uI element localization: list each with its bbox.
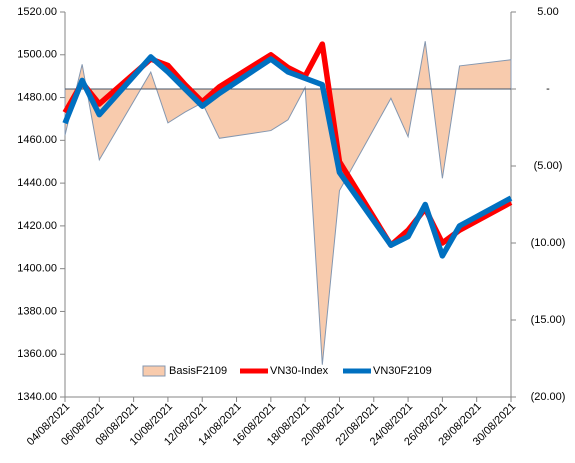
y2-tick-label: - [546, 83, 550, 95]
y2-tick-label: (20.00) [531, 391, 566, 403]
y2-tick-label: (10.00) [531, 237, 566, 249]
y2-tick-label: (5.00) [534, 160, 563, 172]
legend-label: BasisF2109 [169, 365, 227, 377]
y2-tick-label: (15.00) [531, 314, 566, 326]
y-tick-label: 1440.00 [17, 177, 57, 189]
y-tick-label: 1420.00 [17, 220, 57, 232]
y-tick-label: 1480.00 [17, 91, 57, 103]
area [64, 41, 512, 365]
y-tick-label: 1520.00 [17, 6, 57, 18]
legend-swatch [142, 365, 166, 377]
y-tick-label: 1360.00 [17, 348, 57, 360]
y-tick-label: 1340.00 [17, 391, 57, 403]
legend-label: VN30F2109 [373, 365, 432, 377]
line [62, 54, 513, 259]
y-tick-label: 1500.00 [17, 49, 57, 61]
y-tick-label: 1380.00 [17, 305, 57, 317]
y-tick-label: 1460.00 [17, 134, 57, 146]
y2-tick-label: 5.00 [537, 6, 558, 18]
legend-label: VN30-Index [270, 365, 329, 377]
y-tick-label: 1400.00 [17, 263, 57, 275]
